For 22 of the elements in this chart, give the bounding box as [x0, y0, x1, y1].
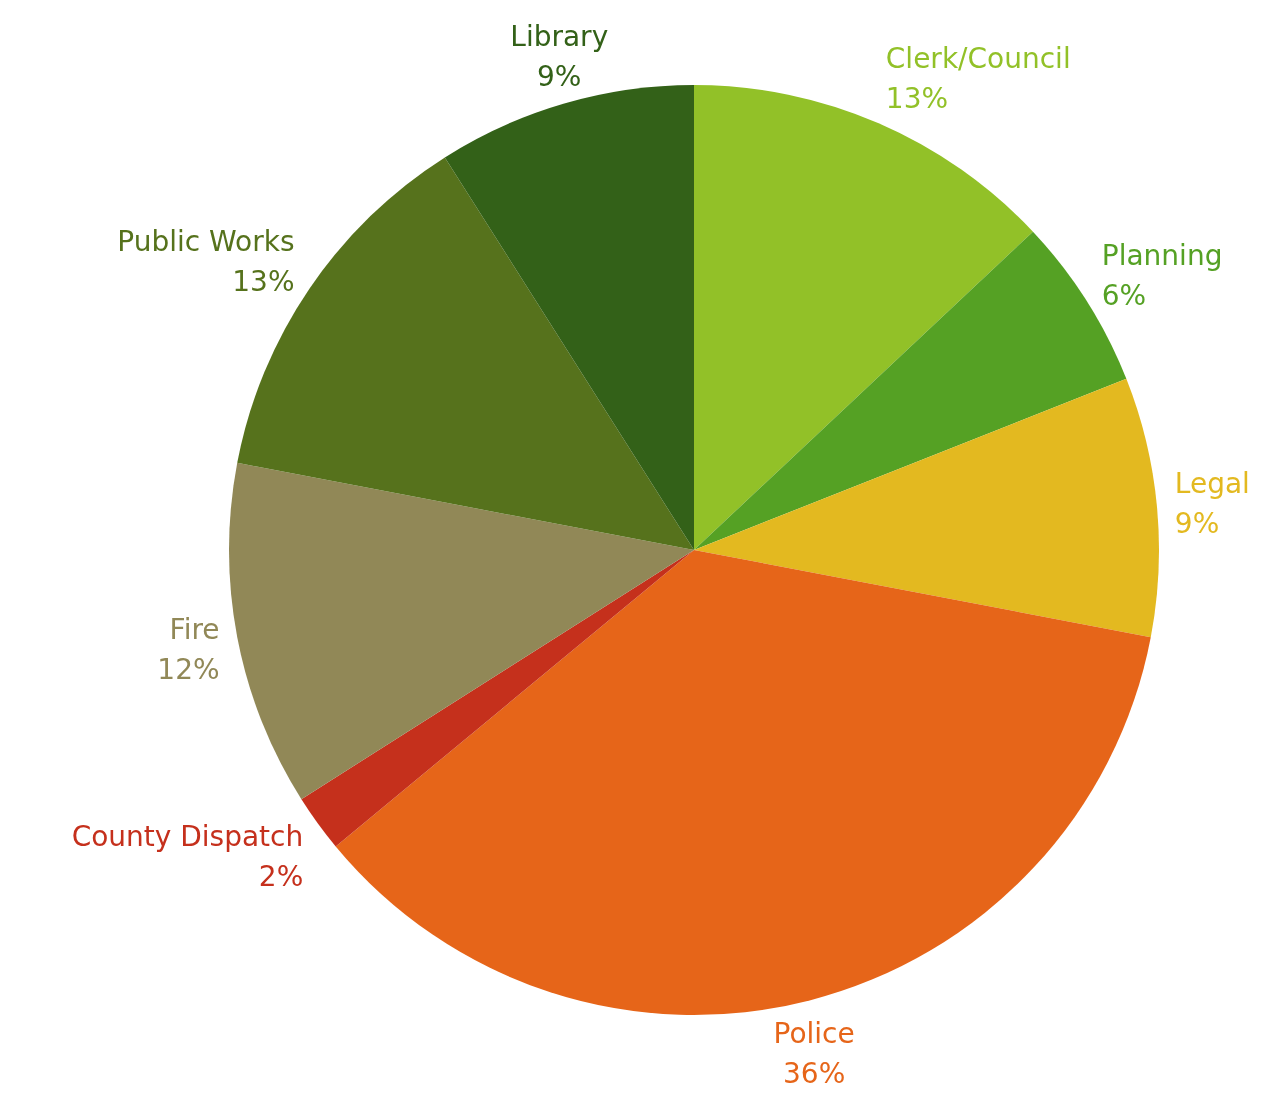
slice-label: Library	[510, 19, 609, 53]
slice-label: Clerk/Council	[885, 41, 1071, 75]
slice-label: Police	[773, 1016, 855, 1050]
data-label: 13%	[232, 265, 295, 299]
slice-label: Legal	[1174, 467, 1250, 501]
slice-label: County Dispatch	[71, 819, 304, 853]
data-label: 6%	[1101, 278, 1147, 312]
pie-slice	[301, 550, 694, 847]
data-label: 12%	[157, 652, 220, 686]
data-label: 9%	[1174, 507, 1220, 541]
data-label: 13%	[885, 81, 949, 115]
pie-slice	[229, 462, 694, 800]
pie-slice	[444, 85, 694, 550]
data-label: 2%	[258, 859, 304, 893]
pie-slice	[335, 550, 1151, 1015]
slice-label: Planning	[1101, 238, 1223, 272]
pie-slice	[694, 378, 1159, 638]
pie-slice	[694, 85, 1033, 550]
slice-label: Fire	[169, 612, 220, 646]
data-label: 36%	[783, 1056, 846, 1090]
data-label: 9%	[537, 59, 582, 93]
slice-label: Public Works	[117, 225, 295, 259]
